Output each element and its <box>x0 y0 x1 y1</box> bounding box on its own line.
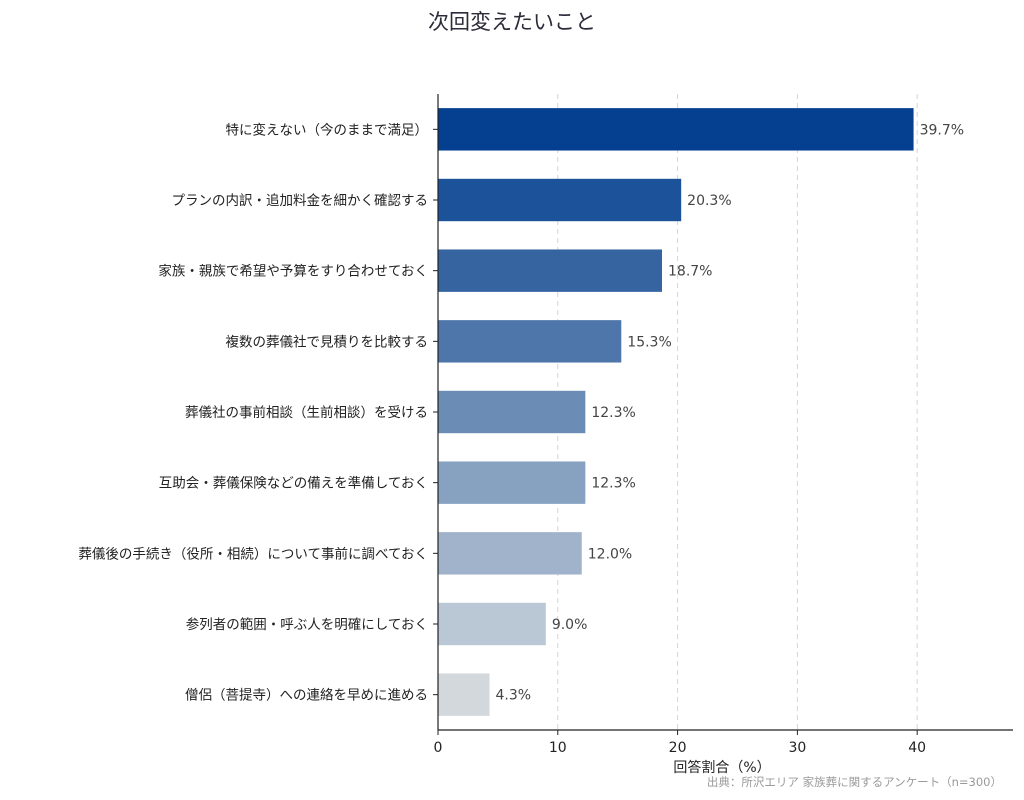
bar-3 <box>438 249 663 292</box>
axes: 0 10 20 30 40 特に変えない（今のままで満足） プランの内訳・追加料金を細かく確… <box>78 94 1013 756</box>
category-label-5: 葬儀社の事前相談（生前相談）を受ける <box>185 404 428 421</box>
chart-title: 次回変えたいこと <box>428 10 596 34</box>
source-note: 出典：所沢エリア 家族葬に関するアンケート（n=300） <box>707 775 1002 789</box>
bar-value-label-9: 4.3% <box>496 688 532 704</box>
category-label-6: 互助会・葬儀保険などの備えを準備しておく <box>159 476 428 492</box>
bar-value-label-7: 12.0% <box>588 546 632 562</box>
category-label-4: 複数の葬儀社で見積りを比較する <box>226 333 429 350</box>
bar-value-label-3: 18.7% <box>668 264 712 280</box>
bar-2 <box>438 178 682 222</box>
x-tick-label-20: 20 <box>669 740 687 756</box>
bar-value-label-8: 9.0% <box>552 617 588 633</box>
bar-value-label-6: 12.3% <box>591 476 635 492</box>
bar-value-label-1: 39.7% <box>920 122 964 138</box>
x-tick-label-40: 40 <box>908 740 926 756</box>
x-axis-title: 回答割合（%） <box>673 759 770 776</box>
category-label-9: 僧侶（菩提寺）への連絡を早めに進める <box>185 688 428 704</box>
x-tick-label-0: 0 <box>434 740 443 756</box>
bar-9 <box>438 673 490 716</box>
x-tick-label-10: 10 <box>549 740 567 756</box>
bar-value-label-5: 12.3% <box>591 405 635 421</box>
bars: 39.7% 20.3% 18.7% 15.3% 12.3% 12.3% 12.0% 9.0% 4… <box>438 108 964 716</box>
bar-8 <box>438 602 546 646</box>
bar-6 <box>438 461 586 504</box>
x-tick-label-30: 30 <box>788 740 806 756</box>
category-label-8: 参列者の範囲・呼ぶ人を明確にしておく <box>186 616 428 633</box>
category-label-1: 特に変えない（今のままで満足） <box>226 121 429 138</box>
bar-1 <box>438 108 914 151</box>
category-label-2: プランの内訳・追加料金を細かく確認する <box>172 193 429 209</box>
bar-7 <box>438 532 582 575</box>
bar-value-label-4: 15.3% <box>627 334 671 350</box>
bar-4 <box>438 320 622 363</box>
bar-5 <box>438 390 586 434</box>
bar-value-label-2: 20.3% <box>687 193 731 209</box>
category-label-3: 家族・親族で希望や予算をすり合わせておく <box>158 263 428 280</box>
category-label-7: 葬儀後の手続き（役所・相続）について事前に調べておく <box>78 545 428 562</box>
